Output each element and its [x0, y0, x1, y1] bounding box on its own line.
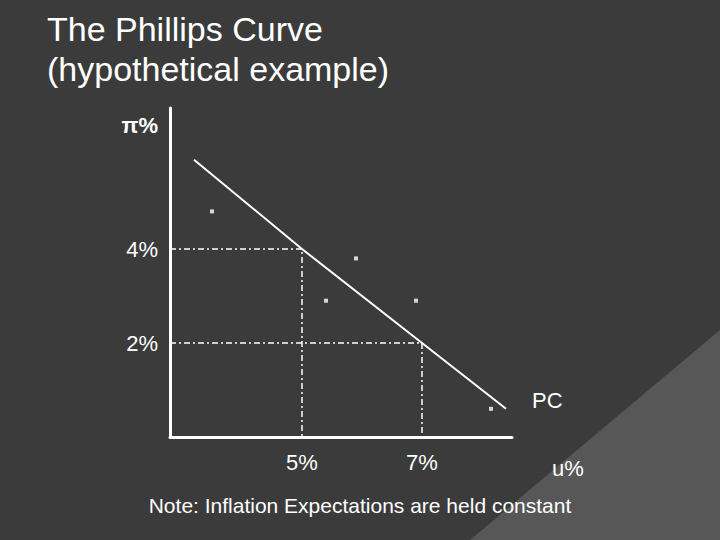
- svg-text:The Phillips Curve: The Phillips Curve: [47, 10, 323, 48]
- svg-text:Note: Inflation Expectations a: Note: Inflation Expectations are held co…: [149, 494, 572, 517]
- svg-text:5%: 5%: [286, 450, 318, 475]
- svg-text:(hypothetical example): (hypothetical example): [47, 50, 389, 88]
- svg-text:4%: 4%: [126, 237, 158, 262]
- svg-text:2%: 2%: [126, 331, 158, 356]
- svg-text:π%: π%: [122, 113, 158, 138]
- svg-text:PC: PC: [532, 388, 563, 413]
- svg-text:7%: 7%: [406, 450, 438, 475]
- svg-text:u%: u%: [552, 456, 584, 481]
